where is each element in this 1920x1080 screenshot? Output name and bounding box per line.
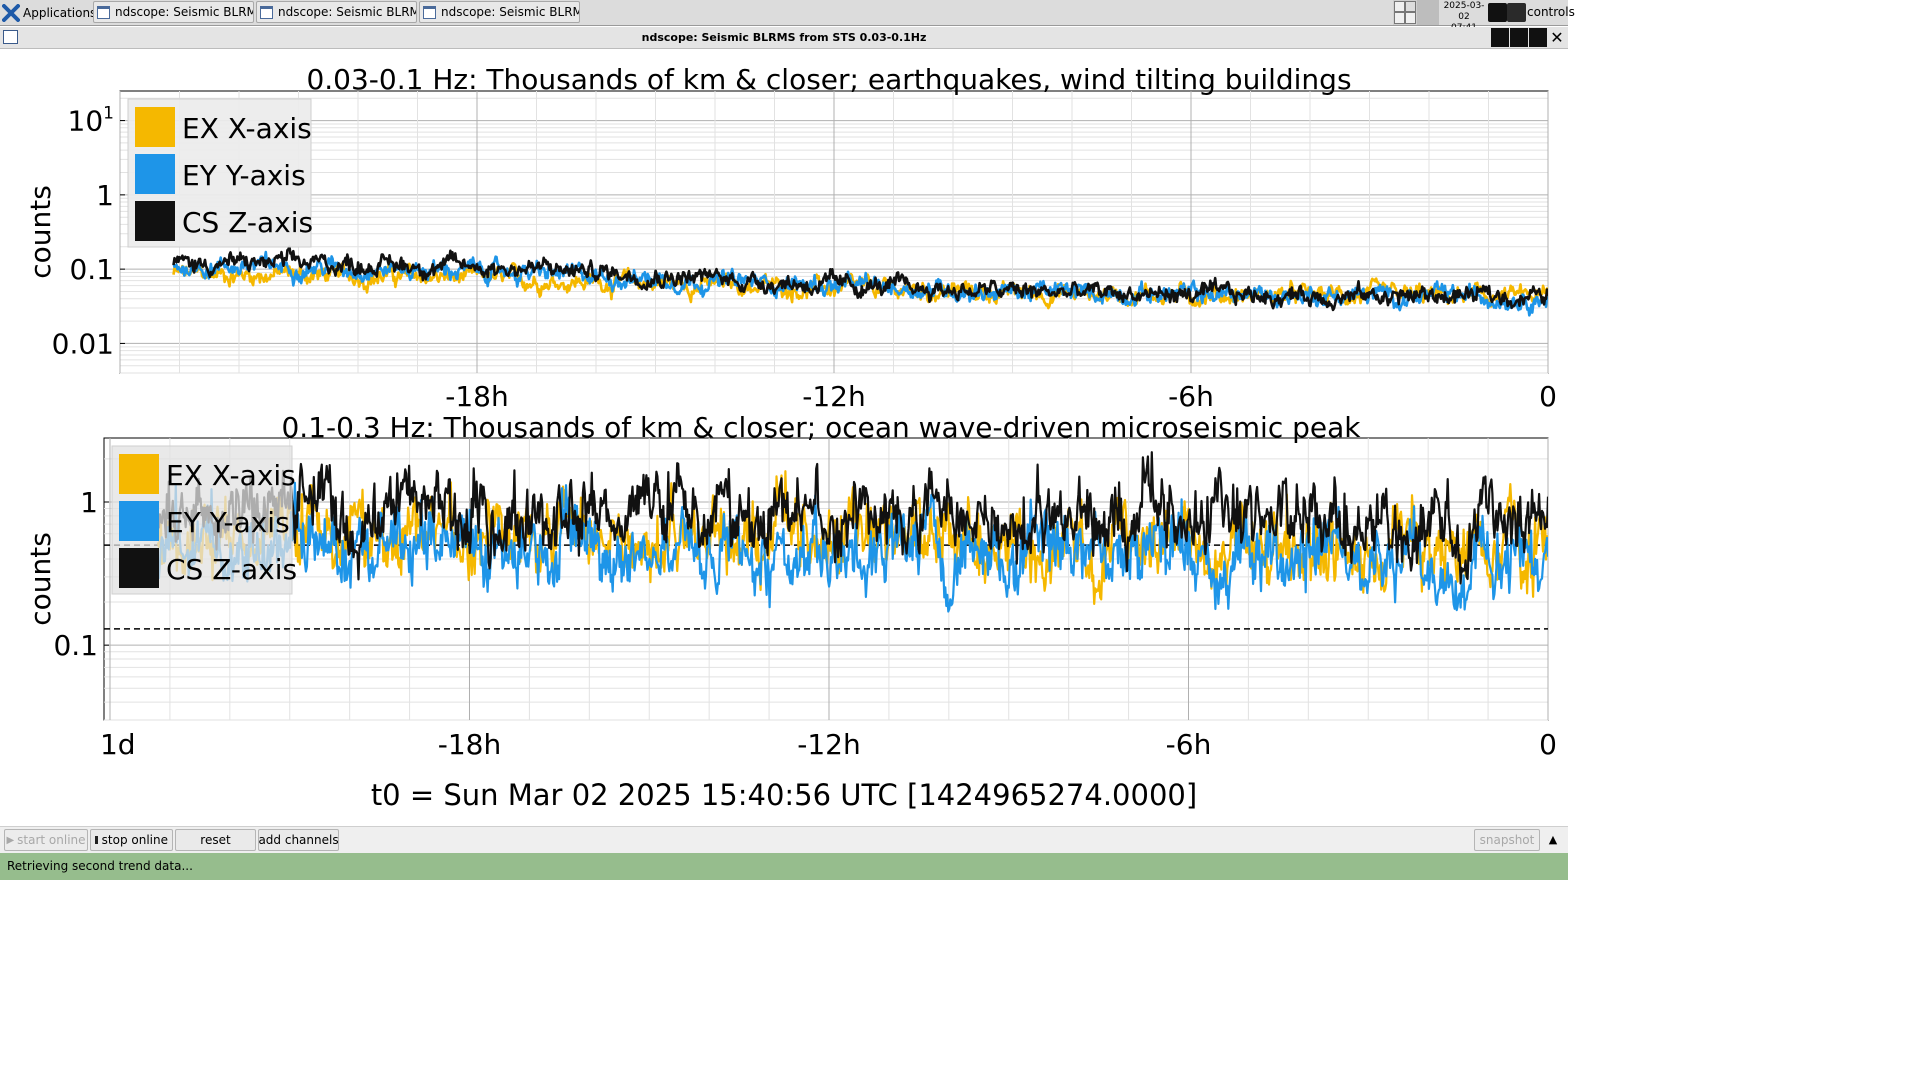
window-title: ndscope: Seismic BLRMS from STS 0.03-0.1… [641, 31, 927, 44]
y-axis-label: counts [24, 532, 57, 626]
legend-swatch-ey [135, 154, 175, 194]
stop-online-label: stop online [101, 833, 168, 847]
reset-button[interactable]: reset [175, 829, 256, 851]
plots-canvas[interactable]: 0.03-0.1 Hz: Thousands of km & closer; e… [0, 49, 1568, 825]
series-line-cs [156, 451, 1548, 585]
start-online-label: start online [17, 833, 86, 847]
series-line-cs [172, 245, 1548, 312]
task-label: ndscope: Seismic BLRMS f... [441, 5, 579, 19]
y-tick-label: 0.01 [52, 327, 114, 360]
play-icon: ▶ [6, 834, 15, 846]
add-channels-button[interactable]: add channels [258, 829, 339, 851]
series-line-ey [156, 481, 1548, 613]
x-tick-label: 0 [1539, 728, 1557, 761]
snapshot-button[interactable]: snapshot [1474, 829, 1540, 851]
legend-swatch-ey [119, 501, 159, 541]
y-axis-label: counts [24, 185, 57, 279]
x-tick-label: -6h [1168, 380, 1214, 413]
task-label: ndscope: Seismic BLRMS f... [278, 5, 416, 19]
y-tick-label: 0.1 [53, 629, 98, 662]
chart-1[interactable]: 0.03-0.1 Hz: Thousands of km & closer; e… [24, 63, 1557, 413]
legend-label: EY Y-axis [166, 506, 290, 539]
legend-swatch-cs [119, 548, 159, 588]
legend[interactable]: EX X-axis EY Y-axis CS Z-axis [127, 98, 313, 248]
y-tick-label: 101 [68, 104, 114, 138]
window-menu-icon[interactable] [3, 30, 18, 44]
t0-label: t0 = Sun Mar 02 2025 15:40:56 UTC [14249… [371, 778, 1197, 812]
chart-2[interactable]: 0.1-0.3 Hz: Thousands of km & closer; oc… [24, 411, 1557, 761]
x-tick-label: -18h [445, 380, 508, 413]
toolbar: ▶ start online stop online reset add cha… [0, 826, 1568, 853]
chart-title: 0.03-0.1 Hz: Thousands of km & closer; e… [306, 63, 1351, 96]
shade-button[interactable] [1529, 28, 1547, 47]
workspace-pager[interactable] [1393, 0, 1417, 25]
legend-swatch-ex [135, 107, 175, 147]
applications-menu[interactable]: Applications [0, 0, 96, 25]
legend-label: CS Z-axis [166, 553, 297, 586]
plot-area: 0.03-0.1 Hz: Thousands of km & closer; e… [0, 49, 1568, 825]
xfce-logo-icon [2, 3, 20, 22]
clock[interactable]: 2025-03-02 07:41 [1440, 1, 1488, 33]
task-label: ndscope: Seismic BLRMS f... [115, 5, 253, 19]
chart-title: 0.1-0.3 Hz: Thousands of km & closer; oc… [281, 411, 1361, 444]
task-button-3[interactable]: ndscope: Seismic BLRMS f... [419, 1, 580, 23]
user-avatar-icon[interactable] [1507, 3, 1526, 22]
network-icon[interactable] [1488, 3, 1507, 22]
maximize-button[interactable] [1510, 28, 1528, 47]
user-name[interactable]: controls [1527, 5, 1575, 19]
task-button-1[interactable]: ndscope: Seismic BLRMS f... [93, 1, 254, 23]
y-tick-label: 1 [96, 179, 114, 212]
window-icon [260, 5, 273, 19]
clock-date: 2025-03-02 [1443, 1, 1485, 22]
legend-label: EY Y-axis [182, 159, 306, 192]
y-tick-label: 1 [80, 486, 98, 519]
close-button[interactable]: ✕ [1550, 28, 1564, 47]
x-tick-label: 1d [100, 728, 136, 761]
tray-item[interactable] [1417, 0, 1439, 25]
legend[interactable]: EX X-axis EY Y-axis CS Z-axis [111, 445, 297, 595]
legend-label: EX X-axis [182, 112, 312, 145]
legend-label: CS Z-axis [182, 206, 313, 239]
x-tick-label: 0 [1539, 380, 1557, 413]
x-tick-label: -12h [802, 380, 865, 413]
window-icon [423, 5, 436, 19]
status-bar: Retrieving second trend data... [0, 853, 1568, 880]
x-tick-label: -12h [797, 728, 860, 761]
x-tick-label: -18h [438, 728, 501, 761]
taskbar: Applications ndscope: Seismic BLRMS f...… [0, 0, 1575, 33]
legend-label: EX X-axis [166, 459, 296, 492]
start-online-button[interactable]: ▶ start online [4, 829, 88, 851]
window-icon [97, 5, 110, 19]
minimize-button[interactable] [1491, 28, 1509, 47]
x-tick-label: -6h [1166, 728, 1212, 761]
stop-icon [95, 836, 98, 844]
window-titlebar[interactable]: ndscope: Seismic BLRMS from STS 0.03-0.1… [0, 27, 1568, 49]
legend-swatch-ex [119, 454, 159, 494]
collapse-toolbar-button[interactable]: ▲ [1548, 833, 1558, 846]
stop-online-button[interactable]: stop online [90, 829, 173, 851]
applications-label: Applications [23, 5, 97, 20]
task-button-2[interactable]: ndscope: Seismic BLRMS f... [256, 1, 417, 23]
legend-swatch-cs [135, 201, 175, 241]
y-tick-label: 0.1 [69, 253, 114, 286]
